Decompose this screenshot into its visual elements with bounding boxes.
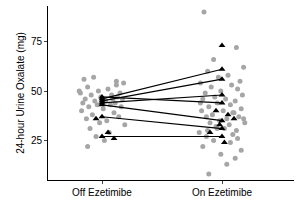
svg-text:24-hour Urine Oxalate (mg): 24-hour Urine Oxalate (mg) bbox=[15, 32, 26, 154]
svg-text:Off Ezetimibe: Off Ezetimibe bbox=[72, 187, 132, 198]
svg-text:25: 25 bbox=[31, 135, 43, 146]
svg-text:75: 75 bbox=[31, 36, 43, 47]
svg-text:50: 50 bbox=[31, 86, 43, 97]
svg-text:On Ezetimibe: On Ezetimibe bbox=[192, 187, 252, 198]
